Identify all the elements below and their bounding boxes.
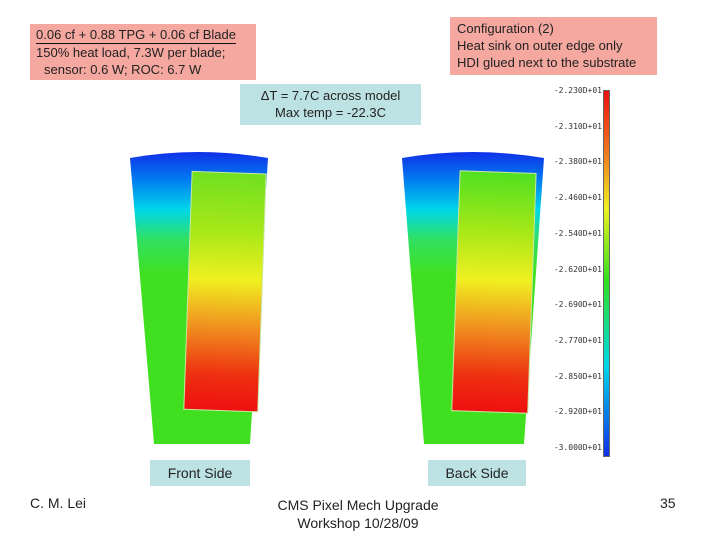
slide-number: 35	[660, 495, 676, 511]
conference-name: CMS Pixel Mech Upgrade Workshop 10/28/09	[268, 496, 448, 532]
config-description-box: 0.06 cf + 0.88 TPG + 0.06 cf Blade 150% …	[30, 24, 256, 80]
delta-t-box: ΔT = 7.7C across model Max temp = -22.3C	[240, 84, 421, 125]
config-heat-load: 150% heat load, 7.3W per blade;	[36, 45, 226, 60]
color-bar	[603, 90, 610, 457]
scale-tick-label: -2.850D+01	[553, 372, 602, 381]
front-side-label: Front Side	[150, 460, 250, 486]
sensor	[451, 170, 537, 414]
configuration-box: Configuration (2) Heat sink on outer edg…	[450, 17, 657, 75]
back-side-label: Back Side	[428, 460, 526, 486]
configuration-heat-sink: Heat sink on outer edge only	[457, 38, 623, 53]
max-temp-text: Max temp = -22.3C	[275, 105, 386, 120]
scale-tick-label: -2.310D+01	[553, 122, 602, 131]
back-side-thermal-plot	[402, 152, 544, 444]
conference-line-1: CMS Pixel Mech Upgrade	[277, 497, 439, 513]
scale-tick-label: -2.460D+01	[553, 193, 602, 202]
temperature-color-scale: -2.230D+01 -2.310D+01 -2.380D+01 -2.460D+01…	[540, 85, 620, 457]
scale-tick-label: -3.000D+01	[553, 443, 602, 452]
scale-tick-label: -2.770D+01	[553, 336, 602, 345]
conference-line-2: Workshop 10/28/09	[297, 515, 419, 531]
scale-tick-label: -2.230D+01	[553, 86, 602, 95]
configuration-title: Configuration (2)	[457, 21, 554, 36]
configuration-hdi: HDI glued next to the substrate	[457, 55, 637, 70]
config-power-split: sensor: 0.6 W; ROC: 6.7 W	[44, 62, 202, 77]
sensor	[183, 170, 267, 413]
scale-tick-label: -2.920D+01	[553, 407, 602, 416]
front-side-thermal-plot	[130, 152, 268, 444]
scale-tick-label: -2.690D+01	[553, 300, 602, 309]
scale-tick-label: -2.380D+01	[553, 157, 602, 166]
delta-t-text: ΔT = 7.7C across model	[260, 88, 401, 103]
config-stack-title: 0.06 cf + 0.88 TPG + 0.06 cf Blade	[36, 27, 236, 44]
author: C. M. Lei	[30, 495, 87, 511]
scale-tick-label: -2.540D+01	[553, 229, 602, 238]
scale-tick-label: -2.620D+01	[553, 265, 602, 274]
